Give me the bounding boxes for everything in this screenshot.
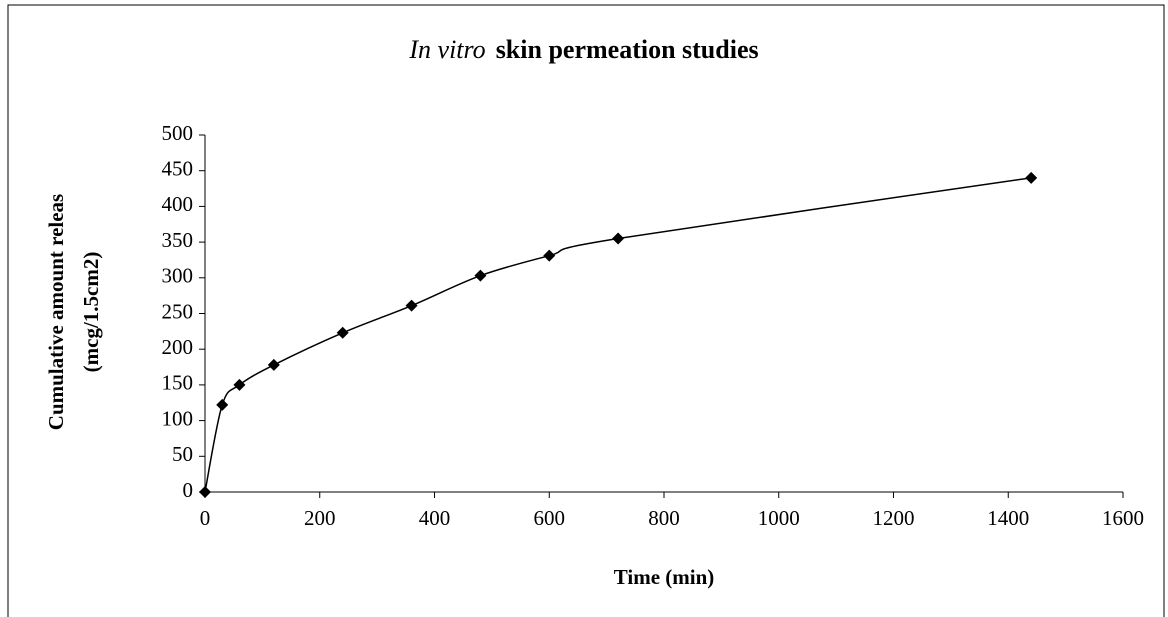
y-tick-label: 100	[162, 406, 194, 430]
chart-border	[7, 4, 1165, 617]
point	[199, 486, 211, 498]
x-axis-label: Time (min)	[614, 565, 715, 589]
chart-title: In vitro skin permeation studies	[408, 35, 758, 64]
x-tick-label: 1000	[758, 506, 800, 530]
x-tick-label: 1400	[987, 506, 1029, 530]
series-line	[204, 177, 1032, 493]
point	[543, 249, 556, 262]
y-tick-label: 200	[162, 335, 194, 359]
x-tick-label: 800	[648, 506, 680, 530]
y-tick-label: 500	[162, 121, 194, 145]
point	[233, 378, 246, 391]
point	[1025, 171, 1038, 184]
title-rest: skin permeation studies	[496, 35, 759, 64]
point	[474, 269, 487, 282]
y-tick-label: 350	[162, 228, 194, 252]
y-tick-label: 300	[162, 264, 194, 288]
y-tick-label: 450	[162, 157, 194, 181]
point	[216, 398, 229, 411]
y-axis-label: (mcg/1.5cm2)	[79, 252, 103, 373]
y-tick-label: 150	[162, 371, 194, 395]
y-axis-label: Cumulative amount releas	[44, 194, 68, 430]
y-tick-label: 250	[162, 299, 194, 323]
point	[612, 232, 625, 245]
title-italic: In vitro	[408, 35, 485, 64]
point	[267, 358, 280, 371]
y-tick-label: 400	[162, 192, 194, 216]
point	[405, 299, 418, 312]
x-tick-label: 1200	[873, 506, 915, 530]
x-tick-label: 1600	[1102, 506, 1144, 530]
x-tick-label: 400	[419, 506, 451, 530]
y-tick-label: 0	[183, 478, 194, 502]
x-tick-label: 0	[200, 506, 211, 530]
y-tick-label: 50	[172, 442, 193, 466]
point	[336, 326, 349, 339]
x-tick-label: 600	[534, 506, 566, 530]
x-tick-label: 200	[304, 506, 336, 530]
